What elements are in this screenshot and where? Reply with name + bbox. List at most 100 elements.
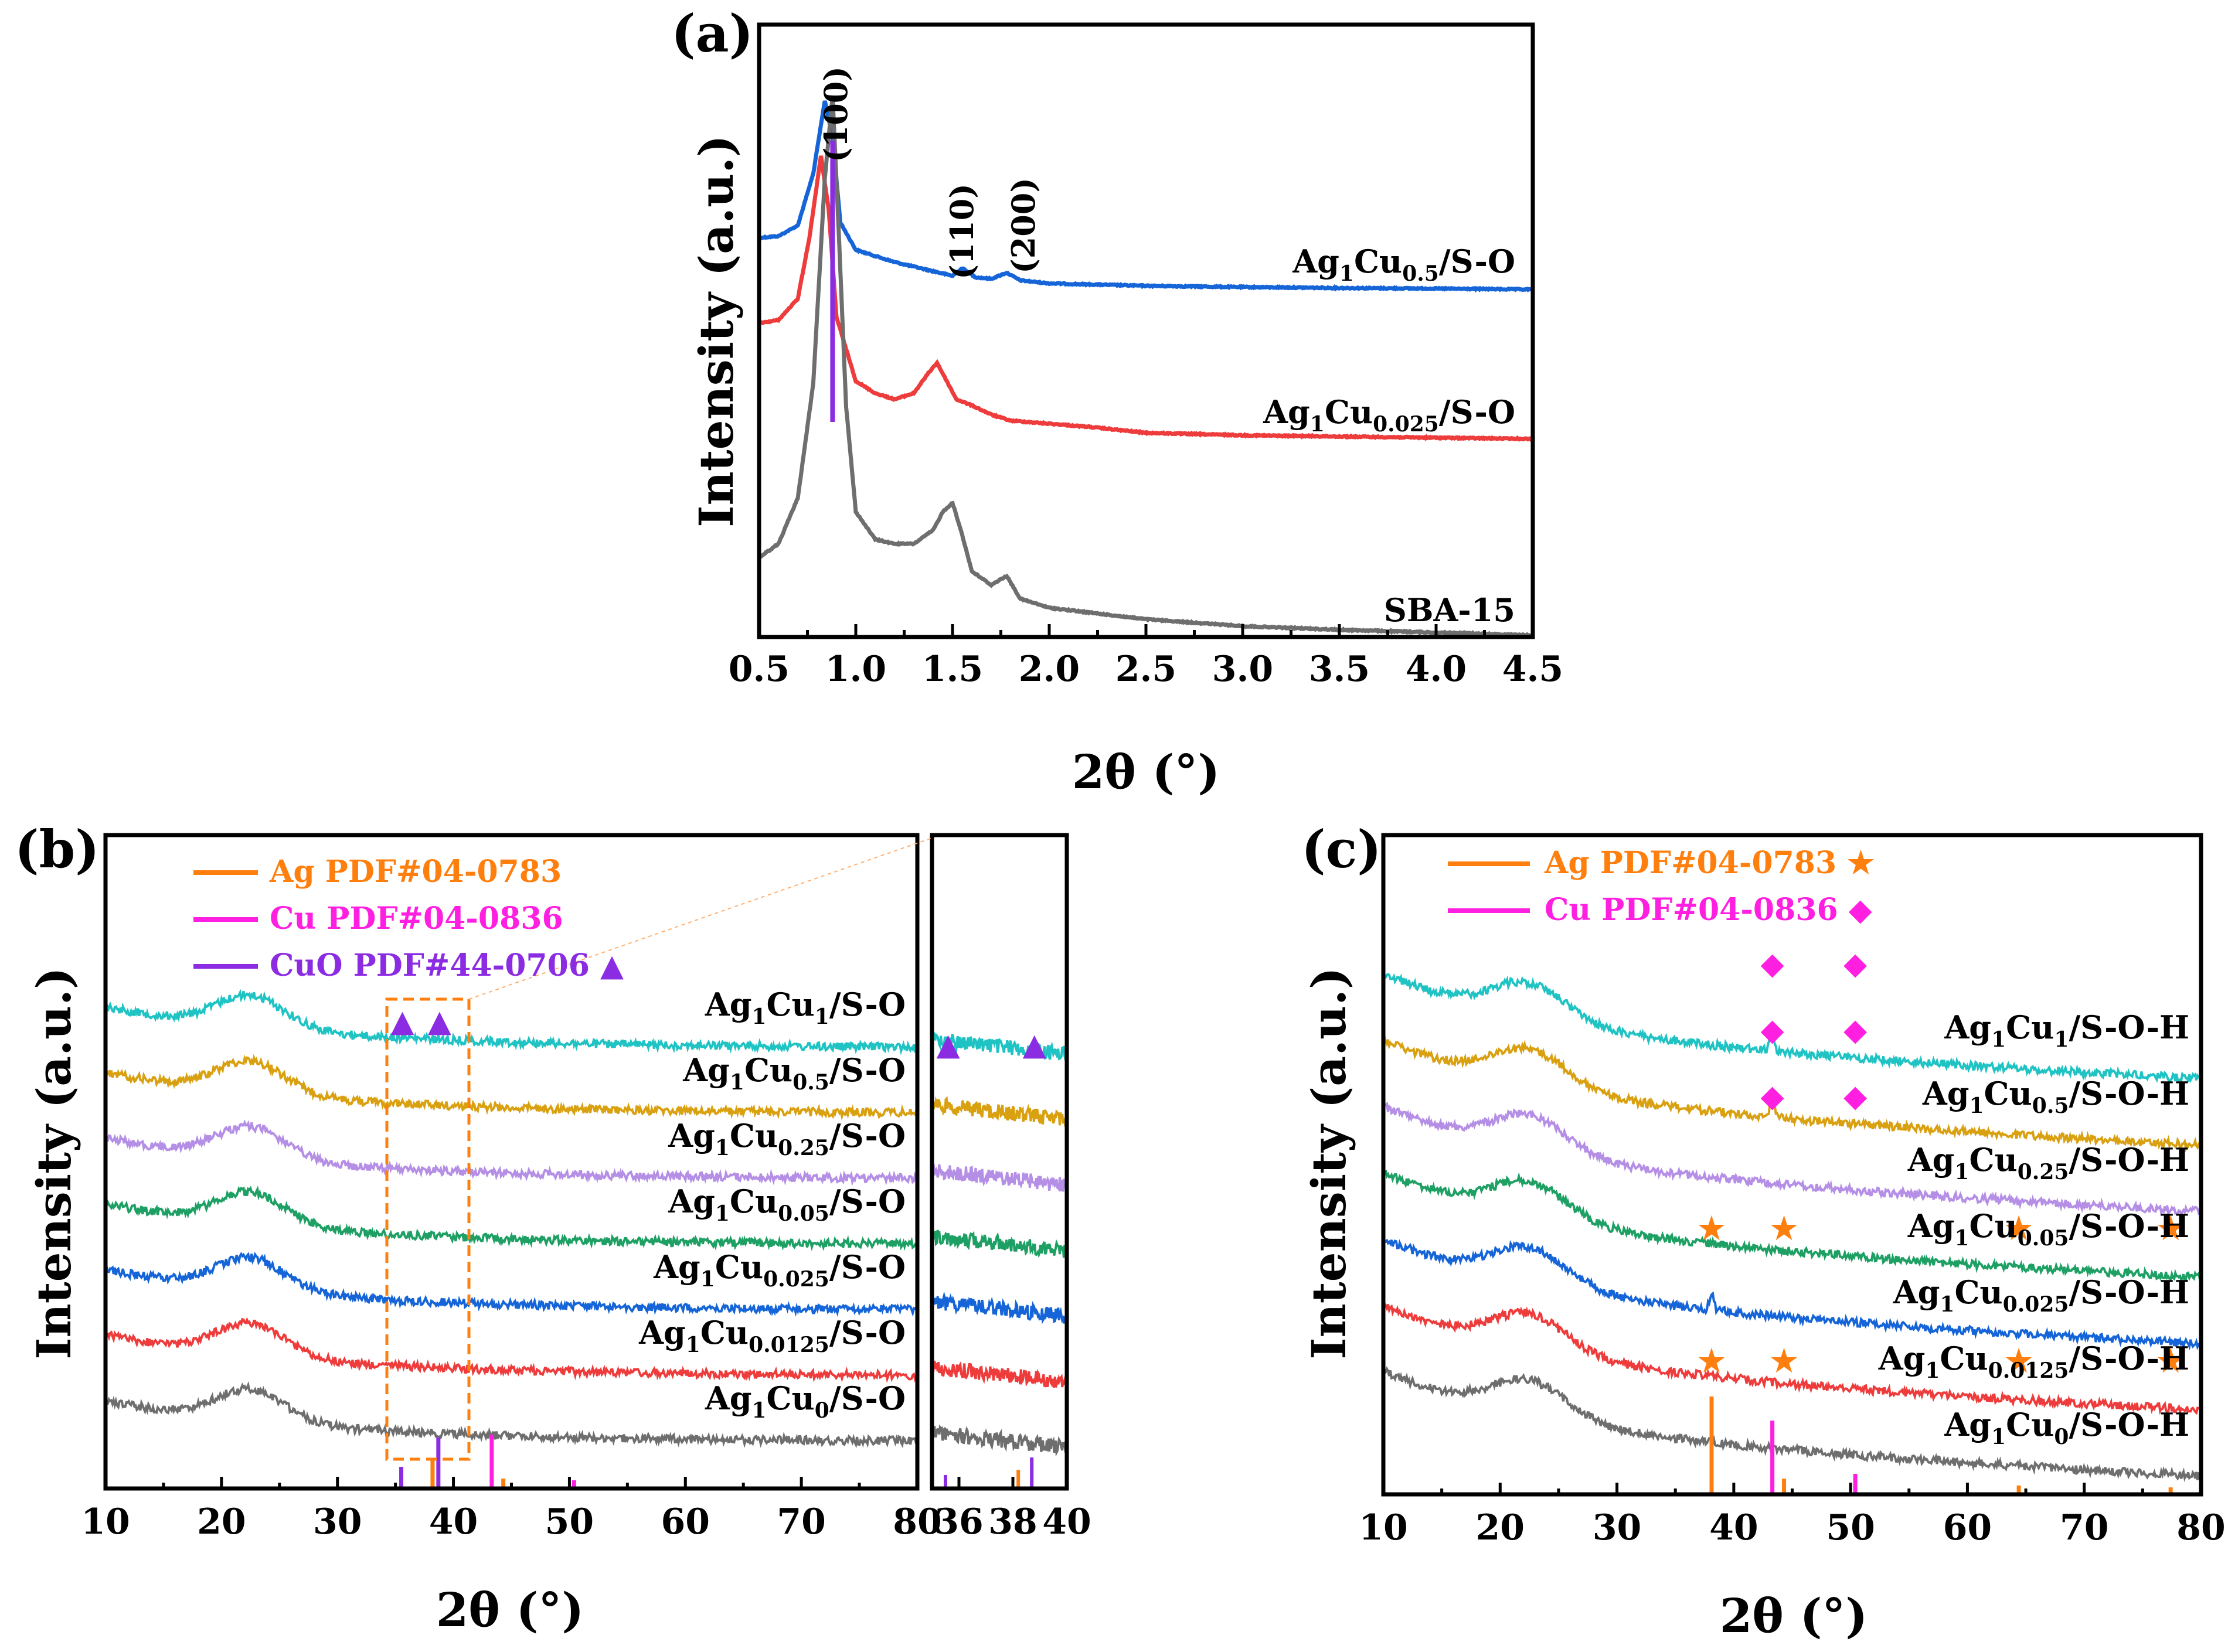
- panel-b-legend: Ag PDF#04-0783 Cu PDF#04-0836 CuO PDF#44-0…: [193, 854, 624, 983]
- panel-c-y-label: Intensity (a.u.): [1301, 967, 1356, 1360]
- panel-b-series-label-2-pre: Ag: [668, 1117, 715, 1154]
- panel-b-ticklabel-1: 20: [197, 1501, 246, 1542]
- panel-b-series-label-1-pre: Ag: [682, 1051, 730, 1089]
- panel-b-series-label-2-post: /S-O: [829, 1117, 906, 1154]
- panel-b-marker-1: ▲: [428, 1003, 451, 1039]
- panel-b-markers: ▲ ▲ ▲ ▲: [391, 1003, 1046, 1062]
- panel-b-series-label-3-s2: 0.05: [778, 1201, 829, 1226]
- panel-a-series-label-0-mid: Cu: [1354, 243, 1402, 280]
- panel-c-curves: [1382, 972, 2202, 1482]
- panel-c-series-label-4-post: /S-O-H: [2069, 1273, 2189, 1311]
- panel-b-series-label-1-post: /S-O: [829, 1051, 906, 1089]
- panel-c-series-label-3: Ag1Cu0.05/S-O-H: [1907, 1207, 2189, 1251]
- panel-c-marker-6: ★: [1698, 1211, 1726, 1246]
- panel-c-marker-3: ◆: [1843, 1012, 1867, 1048]
- panel-c-series-label-1-s2: 0.5: [2032, 1094, 2069, 1118]
- panel-c-series-label-2-s2: 0.25: [2018, 1160, 2069, 1184]
- panel-b-series-label-4-s1: 1: [700, 1267, 715, 1292]
- panel-b-y-label: Intensity (a.u.): [26, 967, 81, 1360]
- panel-b-inset-ticklabel-0: 36: [934, 1501, 984, 1542]
- panel-b-series-label-4-mid: Cu: [715, 1248, 763, 1286]
- panel-c-series-label-0-mid: Cu: [2006, 1009, 2054, 1046]
- panel-c-series-label-4-pre: Ag: [1893, 1273, 1940, 1311]
- panel-a-series-label-0: Ag1Cu0.5/S-O: [1292, 243, 1515, 286]
- panel-c-series-0: [1382, 972, 2202, 1084]
- panel-b-series-label-0-post: /S-O: [829, 986, 906, 1023]
- panel-a-series-label-1-mid: Cu: [1325, 393, 1373, 431]
- panel-a-ticklabel-5: 3.0: [1212, 649, 1273, 690]
- panel-c-series-label-2-post: /S-O-H: [2069, 1141, 2189, 1178]
- annotation-200: (200): [1005, 178, 1042, 274]
- panel-a-curves: [758, 96, 1533, 638]
- panel-a-ticklabel-1: 1.0: [825, 649, 886, 690]
- panel-c-series-6: [1382, 1366, 2202, 1482]
- panel-b-legend-label-0: Ag PDF#04-0783: [269, 854, 562, 890]
- panel-b-series-0: [105, 989, 919, 1055]
- panel-b-series-label-4-post: /S-O: [829, 1248, 906, 1286]
- panel-c-series-4: [1382, 1235, 2202, 1351]
- panel-b-series-label-4-pre: Ag: [653, 1248, 700, 1286]
- panel-b-ticklabel-6: 70: [777, 1501, 826, 1542]
- panel-c-series-label-0-s2: 1: [2054, 1027, 2069, 1052]
- panel-c-marker-1: ◆: [1843, 946, 1867, 982]
- annotation-110: (110): [943, 183, 981, 280]
- panel-c-marker-7: ★: [1770, 1211, 1798, 1246]
- panel-c-x-ticks: 10 20 30 40 50 60 70 80: [1359, 1483, 2226, 1548]
- panel-c-ticklabel-3: 40: [1709, 1507, 1758, 1548]
- panel-b-series-label-1-mid: Cu: [744, 1051, 792, 1089]
- panel-b-inset-x-ticks: 36 38 40: [934, 1477, 1091, 1542]
- panel-b-x-ticks: 10 20 30 40 50 60 70 80: [81, 1477, 942, 1542]
- panel-c-series-3: [1382, 1169, 2202, 1283]
- panel-b-series-labels: Ag1Cu1/S-OAg1Cu0.5/S-OAg1Cu0.25/S-OAg1Cu…: [638, 986, 906, 1423]
- panel-b-reference-peaks: [399, 1435, 1034, 1487]
- panel-a-series-2: [758, 96, 1533, 638]
- panel-a-ticklabel-0: 0.5: [729, 649, 790, 690]
- panel-b-series-label-6-s1: 1: [751, 1398, 766, 1423]
- panel-c-series-label-2-s1: 1: [1954, 1160, 1969, 1184]
- panel-b-inset-series-1: [931, 1096, 1068, 1127]
- panel-c-series-2: [1382, 1101, 2202, 1217]
- panel-a-series-label-0-post: /S-O: [1439, 243, 1515, 280]
- panel-b-ticklabel-7: 80: [893, 1501, 942, 1542]
- panel-b-series-5: [104, 1317, 918, 1384]
- panel-b-inset-curves: [931, 1030, 1068, 1457]
- panel-b-series-label-0-s1: 1: [751, 1004, 766, 1029]
- panel-b-series-label-5: Ag1Cu0.0125/S-O: [638, 1314, 906, 1357]
- panel-a-ticklabel-6: 3.5: [1309, 649, 1370, 690]
- panel-b-ticklabel-0: 10: [81, 1501, 130, 1542]
- panel-c-reference-peaks: [1709, 1396, 2173, 1493]
- panel-b-inset-marker-0: ▲: [937, 1027, 960, 1062]
- panel-b-series-label-5-s1: 1: [686, 1333, 700, 1357]
- panel-b-series-6: [104, 1381, 919, 1449]
- panel-c-series-label-1: Ag1Cu0.5/S-O-H: [1922, 1075, 2189, 1118]
- panel-a-series-label-1-pre: Ag: [1263, 393, 1310, 431]
- annotation-100: (100): [817, 66, 855, 162]
- panel-a: (a) 0.5 1.0 1.5 2.0 2.5 3.0 3.5 4.0 4.5 2θ (°) I…: [671, 3, 1563, 799]
- panel-b-inset-marker-1: ▲: [1023, 1027, 1046, 1062]
- panel-a-x-ticks: 0.5 1.0 1.5 2.0 2.5 3.0 3.5 4.0 4.5: [729, 624, 1563, 690]
- panel-c-ticklabel-5: 60: [1943, 1507, 1992, 1548]
- panel-c-series-5: [1383, 1302, 2202, 1416]
- panel-c-series-label-5-mid: Cu: [1940, 1340, 1988, 1377]
- panel-c-series-label-5-post: /S-O-H: [2069, 1340, 2189, 1377]
- panel-a-series-1: [758, 155, 1533, 442]
- panel-a-series-0: [758, 100, 1533, 292]
- panel-b-series-label-6-s2: 0: [815, 1398, 829, 1423]
- panel-b-series-label-3: Ag1Cu0.05/S-O: [668, 1183, 906, 1226]
- panel-c-series-label-2-mid: Cu: [1970, 1141, 2018, 1178]
- panel-a-series-label-2-pre: SBA-15: [1384, 591, 1515, 629]
- panel-c-series-label-6-s2: 0: [2054, 1425, 2069, 1449]
- panel-c-series-label-0-post: /S-O-H: [2069, 1009, 2189, 1046]
- panel-c-series-label-6-post: /S-O-H: [2069, 1406, 2189, 1443]
- panel-c-ticklabel-7: 80: [2176, 1507, 2226, 1548]
- panel-a-series-label-0-s1: 1: [1339, 261, 1354, 286]
- panel-c-series-label-3-pre: Ag: [1907, 1207, 1955, 1245]
- panel-b-series-label-0-pre: Ag: [705, 986, 752, 1023]
- panel-b-zoom-box: [385, 997, 471, 1461]
- panel-c-marker-8: ★: [2005, 1211, 2033, 1246]
- panel-a-y-label: Intensity (a.u.): [689, 135, 744, 527]
- panel-c-series-label-5-s1: 1: [1925, 1358, 1940, 1383]
- panel-c-marker-13: ★: [2157, 1343, 2185, 1379]
- panel-c-ticklabel-0: 10: [1359, 1507, 1408, 1548]
- panel-b-series-label-5-post: /S-O: [829, 1314, 906, 1351]
